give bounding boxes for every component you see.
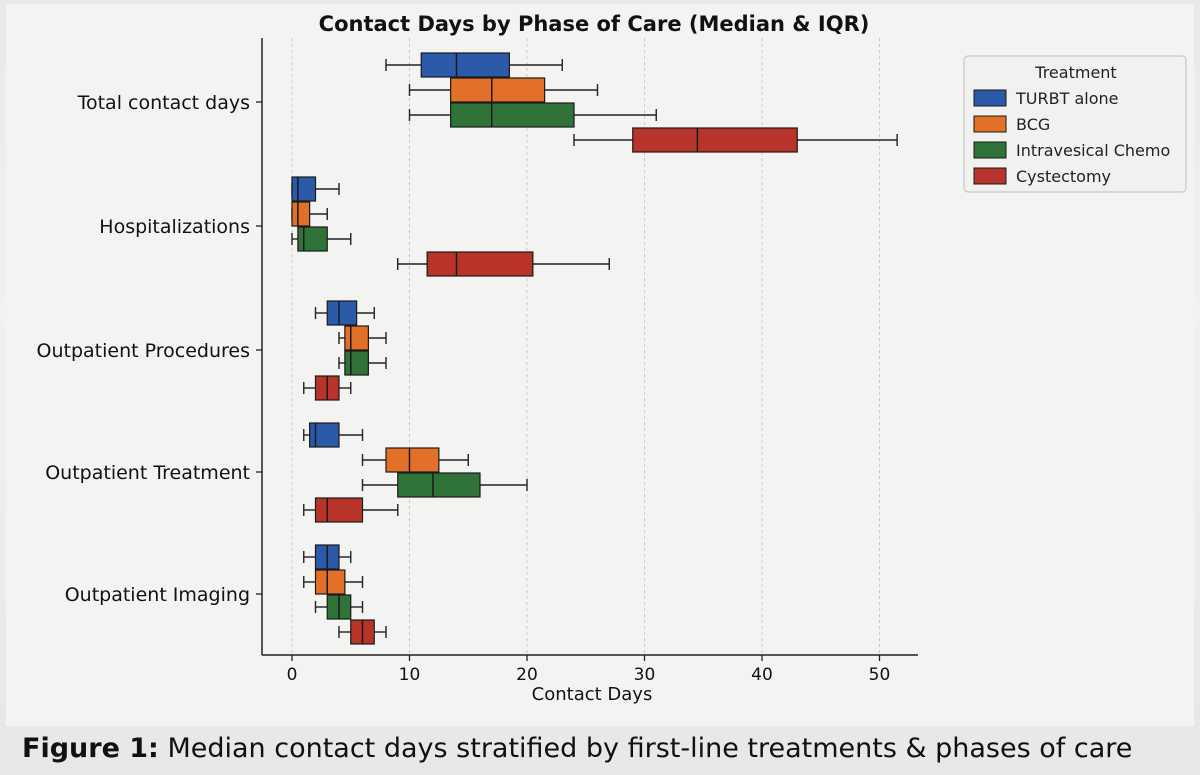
legend-entry-label: BCG [1016,115,1050,134]
legend-swatch [973,167,1007,185]
box-series [291,52,898,645]
x-tick-label: 40 [751,665,773,685]
caption-text: Median contact days stratified by first-… [158,733,1133,764]
iqr-box [450,102,575,128]
iqr-box [314,497,364,523]
legend-entry-label: TURBT alone [1015,89,1118,108]
legend-entry-label: Intravesical Chemo [1016,141,1170,160]
legend-title: Treatment [1034,63,1116,82]
box-plot-element [314,300,375,326]
box-plot-element [291,226,352,252]
iqr-box [314,569,346,595]
x-tick-label: 0 [287,665,298,685]
box-plot-element [408,102,657,128]
x-axis-title: Contact Days [532,684,653,705]
box-plot-element [303,569,364,595]
iqr-box [397,472,481,498]
box-plot-element [314,594,364,620]
legend-swatch [973,141,1007,159]
iqr-box [420,52,510,78]
iqr-box [450,77,546,103]
iqr-box [632,127,798,153]
legend-swatch [973,89,1007,107]
series-turbt-alone [291,52,563,570]
iqr-box [309,422,340,448]
figure-caption: Figure 1: Median contact days stratified… [22,733,1192,773]
boxplot-chart: Contact Days by Phase of Care (Median & … [36,12,1187,705]
box-plot-element [303,375,352,401]
box-plot-element [338,350,387,376]
box-plot-element [303,422,364,448]
iqr-box [291,176,317,202]
chart-title: Contact Days by Phase of Care (Median & … [319,12,870,36]
box-plot-element [408,77,599,103]
box-plot-element [385,52,563,78]
caption-label: Figure 1: [22,733,159,764]
box-plot-element [361,472,528,498]
legend-entries: TURBT alone BCG Intravesical Chemo Cystecto… [973,89,1170,186]
y-category-label: Total contact days [77,92,250,114]
y-category-label: Hospitalizations [99,216,250,238]
iqr-box [385,447,440,473]
legend-frame [963,55,1187,193]
y-axis-ticks: Total contact days Hospitalizations Outpat… [37,92,262,606]
series-bcg [291,77,599,595]
box-plot-element [338,619,387,645]
x-tick-label: 30 [634,665,656,685]
iqr-box [291,201,311,227]
x-tick-label: 50 [869,665,891,685]
y-category-label: Outpatient Imaging [65,584,250,606]
box-plot-element [397,251,610,277]
series-cystectomy [303,127,898,645]
box-plot-element [291,201,328,227]
box-plot-element [361,447,469,473]
legend-entry-label: Cystectomy [1016,167,1111,186]
legend: Treatment TURBT alone BCG Intravesical Che… [963,55,1187,193]
legend-swatch [973,115,1007,133]
iqr-box [297,226,328,252]
iqr-box [326,300,358,326]
box-plot-element [303,544,352,570]
x-tick-label: 20 [516,665,538,685]
box-plot-element [573,127,898,153]
iqr-box [344,350,369,376]
box-plot-element [303,497,399,523]
iqr-box [344,325,369,351]
box-plot-element [291,176,340,202]
y-category-label: Outpatient Procedures [37,340,250,362]
x-axis-ticks: 0 10 20 30 40 50 [287,655,891,685]
box-plot-element [338,325,387,351]
iqr-box [426,251,534,277]
series-intravesical-chemo [291,102,657,620]
x-tick-label: 10 [399,665,421,685]
y-category-label: Outpatient Treatment [45,462,250,484]
